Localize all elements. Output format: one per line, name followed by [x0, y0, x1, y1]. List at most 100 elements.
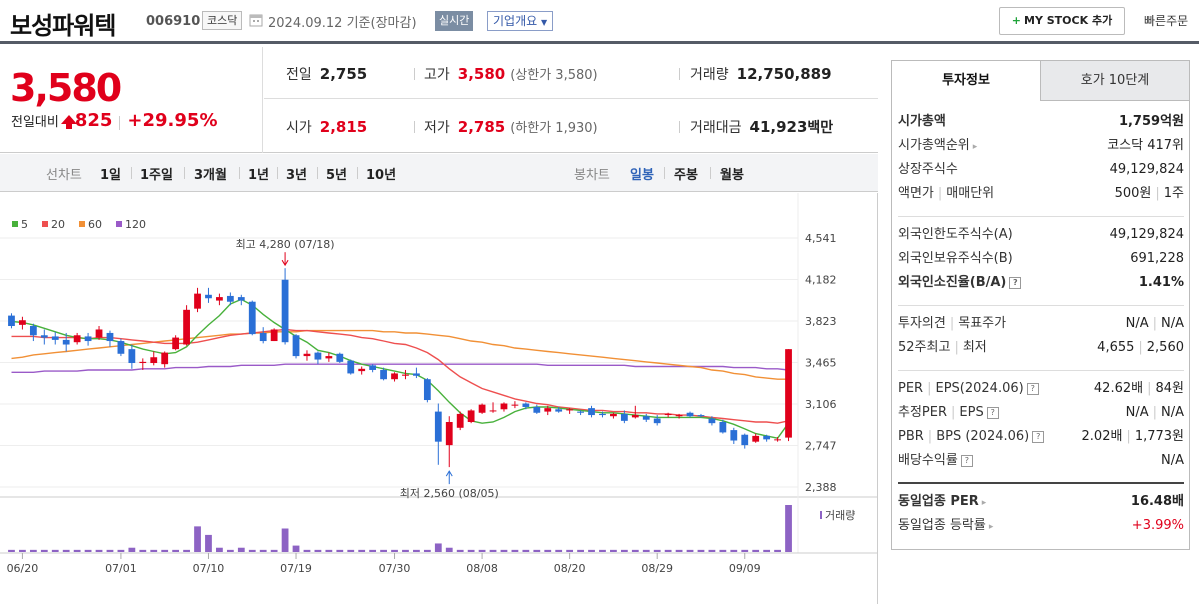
help-icon[interactable]: ?	[986, 407, 999, 419]
volume-bar	[216, 547, 223, 552]
realtime-button[interactable]: 실시간	[435, 11, 474, 31]
volume-bar	[106, 549, 114, 552]
high-price: 고가 3,580 (상한가 3,580)	[424, 65, 598, 83]
volume-bar	[544, 549, 552, 552]
volume-bar	[675, 549, 683, 552]
volume-bar	[281, 528, 289, 552]
volume-bar	[51, 549, 59, 552]
candle	[653, 418, 661, 424]
volume-bar	[194, 526, 201, 552]
candle	[303, 353, 311, 357]
candle	[117, 341, 125, 354]
candle	[150, 357, 158, 364]
info-row: 외국인소진율(B/A)? 1.41%	[898, 272, 1184, 294]
info-value: 500원 | 1주	[1114, 186, 1184, 201]
chevron-right-icon[interactable]: ▸	[981, 498, 987, 508]
period-1y[interactable]: 1년	[248, 168, 270, 183]
candle	[719, 422, 727, 433]
chart-toolbar: 선차트 1일 1주일 3개월 1년 3년 5년 10년 봉차트 일봉 주봉 월봉	[0, 154, 878, 192]
candle	[675, 415, 683, 417]
help-icon[interactable]: ?	[1032, 431, 1045, 443]
info-row: 시가총액순위 ▸ 코스닥 417위	[898, 135, 1184, 157]
info-value: 49,129,824	[1109, 162, 1184, 177]
period-1w[interactable]: 1주일	[140, 168, 173, 183]
period-3y[interactable]: 3년	[286, 168, 308, 183]
candle	[40, 335, 48, 338]
help-icon[interactable]: ?	[1009, 277, 1022, 289]
chevron-down-icon: ▼	[541, 18, 548, 27]
volume-bar	[434, 543, 442, 552]
period-1d[interactable]: 1일	[100, 168, 122, 183]
volume-bar	[631, 549, 639, 552]
candle	[248, 301, 256, 335]
volume-bar	[226, 549, 234, 552]
info-row: 액면가 | 매매단위 500원 | 1주	[898, 183, 1184, 205]
candle-daily[interactable]: 일봉	[630, 168, 654, 183]
volume-bar	[620, 549, 628, 552]
company-overview-dropdown[interactable]: 기업개요 ▼	[487, 11, 554, 31]
candle	[237, 297, 245, 301]
info-row: PBR | BPS (2024.06)? 2.02배 | 1,773원	[898, 426, 1184, 448]
volume-bar	[500, 549, 508, 552]
volume-legend-swatch	[820, 511, 822, 519]
price-chart[interactable]: 5 20 60 120 거래량 4,541 4,182 3,823 3,465 3,106 2,…	[0, 193, 878, 604]
candle	[51, 336, 59, 340]
info-value: +3.99%	[1131, 518, 1184, 533]
candle	[522, 403, 530, 407]
candle-weekly[interactable]: 주봉	[674, 168, 698, 183]
volume-bar	[19, 549, 26, 552]
info-row: PER | EPS(2024.06)? 42.62배 | 84원	[898, 378, 1184, 400]
chevron-right-icon[interactable]: ▸	[972, 142, 978, 152]
info-value: 2.02배 | 1,773원	[1081, 429, 1184, 444]
quick-order-link[interactable]: 빠른주문	[1144, 14, 1189, 28]
candle-monthly[interactable]: 월봉	[720, 168, 744, 183]
volume-bar	[402, 549, 409, 552]
trade-amount: 거래대금 41,923백만	[690, 118, 834, 136]
my-stock-add-button[interactable]: + MY STOCK 추가	[999, 7, 1125, 35]
tab-investment-info[interactable]: 투자정보	[891, 60, 1041, 101]
volume-bar	[161, 549, 169, 552]
candle	[281, 279, 289, 343]
price-change: 전일대비 825 +29.95%	[11, 110, 218, 131]
volume-bar	[347, 549, 355, 552]
x-tick-label: 07/30	[379, 562, 411, 575]
info-value: 42.62배 | 84원	[1093, 381, 1184, 396]
info-value: N/A | N/A	[1125, 405, 1184, 420]
candle	[686, 412, 694, 417]
legend-label-60: 60	[88, 218, 102, 231]
x-tick-label: 09/09	[729, 562, 761, 575]
volume-bar	[697, 549, 705, 552]
info-row: 시가총액 1,759억원	[898, 111, 1184, 133]
help-icon[interactable]: ?	[960, 455, 973, 467]
info-key: 외국인한도주식수(A)	[898, 227, 1013, 242]
period-3m[interactable]: 3개월	[194, 168, 227, 183]
chevron-right-icon[interactable]: ▸	[988, 522, 994, 532]
volume-bar	[467, 549, 475, 552]
help-icon[interactable]: ?	[1026, 383, 1039, 395]
prev-close: 전일 2,755	[286, 65, 368, 83]
tab-orderbook[interactable]: 호가 10단계	[1040, 60, 1190, 101]
info-key: 시가총액	[898, 114, 946, 129]
candlestick-chart[interactable]: 5 20 60 120 거래량 4,541 4,182 3,823 3,465 3,106 2,…	[0, 193, 877, 604]
candle	[292, 335, 300, 357]
info-value: 4,655 | 2,560	[1097, 340, 1184, 355]
candle	[29, 326, 37, 336]
candle	[489, 410, 497, 412]
y-tick-label: 4,541	[805, 232, 837, 245]
info-key: 액면가 | 매매단위	[898, 186, 995, 201]
candle	[730, 430, 738, 441]
info-key: 52주최고 | 최저	[898, 340, 987, 355]
volume-bar	[29, 549, 37, 552]
info-value: 1.41%	[1138, 275, 1184, 290]
candle	[577, 411, 584, 413]
candle	[774, 439, 781, 441]
candle	[456, 413, 464, 428]
ma60-line	[11, 329, 789, 380]
volume-bar	[259, 549, 267, 552]
info-row: 투자의견 | 목표주가 N/A | N/A	[898, 313, 1184, 335]
info-row: 추정PER | EPS? N/A | N/A	[898, 402, 1184, 424]
period-10y[interactable]: 10년	[366, 168, 397, 183]
period-5y[interactable]: 5년	[326, 168, 348, 183]
legend-label-5: 5	[21, 218, 28, 231]
investment-info-panel: 투자정보 호가 10단계 시가총액 1,759억원 시가총액순위 ▸ 코스닥 417위 상…	[891, 60, 1190, 550]
